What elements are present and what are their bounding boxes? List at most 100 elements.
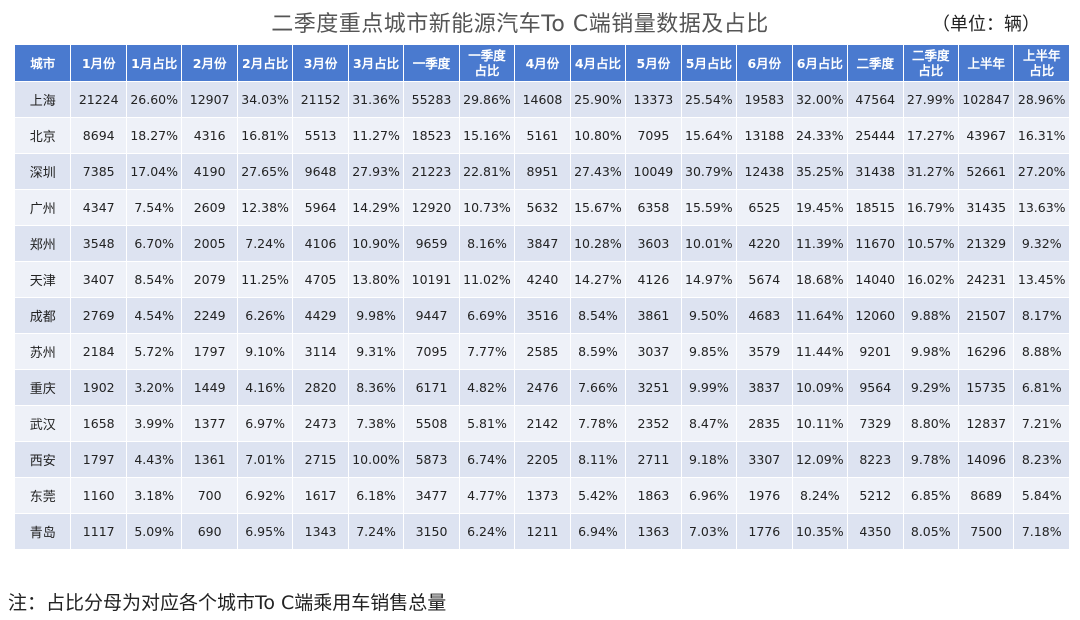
value-cell: 6.26% <box>236 297 294 334</box>
table-row: 东莞 1160 3.18% 700 6.92% 1617 6.18% 3477 4.77% 137… <box>13 477 1070 514</box>
city-cell: 东莞 <box>13 477 72 514</box>
value-cell: 16.31% <box>1013 117 1070 154</box>
value-cell: 16.79% <box>902 189 959 226</box>
column-header: 6月占比 <box>791 44 849 82</box>
value-cell: 102847 <box>957 81 1015 118</box>
value-cell: 2585 <box>514 333 571 370</box>
city-cell: 郑州 <box>13 225 72 262</box>
value-cell: 12060 <box>847 297 904 334</box>
value-cell: 21224 <box>70 81 127 118</box>
value-cell: 4.43% <box>125 441 183 478</box>
value-cell: 6.81% <box>1013 369 1070 406</box>
value-cell: 2005 <box>181 225 238 262</box>
value-cell: 10049 <box>625 153 682 190</box>
value-cell: 15.67% <box>569 189 627 226</box>
table-row: 广州 4347 7.54% 2609 12.38% 5964 14.29% 12920 10.7… <box>13 189 1070 226</box>
value-cell: 34.03% <box>236 81 294 118</box>
value-cell: 3.18% <box>125 477 183 514</box>
value-cell: 4.54% <box>125 297 183 334</box>
value-cell: 2249 <box>181 297 238 334</box>
value-cell: 3548 <box>70 225 127 262</box>
value-cell: 21152 <box>292 81 349 118</box>
value-cell: 14608 <box>514 81 571 118</box>
value-cell: 5674 <box>736 261 793 298</box>
value-cell: 10.01% <box>680 225 738 262</box>
value-cell: 18523 <box>403 117 460 154</box>
value-cell: 7.03% <box>680 513 738 550</box>
value-cell: 2715 <box>292 441 349 478</box>
value-cell: 9.32% <box>1013 225 1070 262</box>
column-header: 4月份 <box>514 44 571 82</box>
value-cell: 7.24% <box>347 513 405 550</box>
value-cell: 1377 <box>181 405 238 442</box>
value-cell: 10.57% <box>902 225 959 262</box>
value-cell: 12.38% <box>236 189 294 226</box>
value-cell: 15735 <box>957 369 1015 406</box>
city-cell: 深圳 <box>13 153 72 190</box>
value-cell: 1863 <box>625 477 682 514</box>
value-cell: 3579 <box>736 333 793 370</box>
value-cell: 14040 <box>847 261 904 298</box>
value-cell: 9.50% <box>680 297 738 334</box>
value-cell: 21223 <box>403 153 460 190</box>
value-cell: 5161 <box>514 117 571 154</box>
table-row: 武汉 1658 3.99% 1377 6.97% 2473 7.38% 5508 5.81% 21… <box>13 405 1070 442</box>
value-cell: 11.44% <box>791 333 849 370</box>
value-cell: 5.09% <box>125 513 183 550</box>
value-cell: 10.73% <box>458 189 516 226</box>
table-header-row: 城市 1月份 1月占比 2月份 2月占比 3月份 3月占比 一季度 一季度 占比 4月份 4月占比 5月… <box>13 44 1070 82</box>
value-cell: 5.84% <box>1013 477 1070 514</box>
value-cell: 1117 <box>70 513 127 550</box>
value-cell: 31435 <box>957 189 1015 226</box>
table-row: 西安 1797 4.43% 1361 7.01% 2715 10.00% 5873 6.74% 2… <box>13 441 1070 478</box>
table-row: 青岛 1117 5.09% 690 6.95% 1343 7.24% 3150 6.24% 121… <box>13 513 1070 550</box>
value-cell: 8.59% <box>569 333 627 370</box>
value-cell: 21329 <box>957 225 1015 262</box>
value-cell: 2711 <box>625 441 682 478</box>
value-cell: 1160 <box>70 477 127 514</box>
value-cell: 4316 <box>181 117 238 154</box>
value-cell: 7095 <box>625 117 682 154</box>
value-cell: 9.98% <box>347 297 405 334</box>
value-cell: 8.05% <box>902 513 959 550</box>
value-cell: 5632 <box>514 189 571 226</box>
value-cell: 27.20% <box>1013 153 1070 190</box>
value-cell: 6.97% <box>236 405 294 442</box>
column-header: 4月占比 <box>569 44 627 82</box>
value-cell: 5.72% <box>125 333 183 370</box>
value-cell: 12438 <box>736 153 793 190</box>
table-row: 北京 8694 18.27% 4316 16.81% 5513 11.27% 18523 15.… <box>13 117 1070 154</box>
value-cell: 1797 <box>70 441 127 478</box>
value-cell: 14096 <box>957 441 1015 478</box>
value-cell: 8.11% <box>569 441 627 478</box>
value-cell: 21507 <box>957 297 1015 334</box>
value-cell: 9.98% <box>902 333 959 370</box>
value-cell: 1373 <box>514 477 571 514</box>
value-cell: 16.02% <box>902 261 959 298</box>
value-cell: 7.18% <box>1013 513 1070 550</box>
value-cell: 26.60% <box>125 81 183 118</box>
value-cell: 7.77% <box>458 333 516 370</box>
value-cell: 6358 <box>625 189 682 226</box>
value-cell: 1211 <box>514 513 571 550</box>
value-cell: 22.81% <box>458 153 516 190</box>
value-cell: 5964 <box>292 189 349 226</box>
value-cell: 1797 <box>181 333 238 370</box>
value-cell: 24.33% <box>791 117 849 154</box>
table-body: 上海 21224 26.60% 12907 34.03% 21152 31.36% 55283… <box>13 81 1070 550</box>
value-cell: 4347 <box>70 189 127 226</box>
column-header: 一季度 <box>403 44 460 82</box>
value-cell: 1617 <box>292 477 349 514</box>
city-cell: 武汉 <box>13 405 72 442</box>
column-header: 2月份 <box>181 44 238 82</box>
table-row: 成都 2769 4.54% 2249 6.26% 4429 9.98% 9447 6.69% 35… <box>13 297 1070 334</box>
value-cell: 7.54% <box>125 189 183 226</box>
value-cell: 6.96% <box>680 477 738 514</box>
value-cell: 3603 <box>625 225 682 262</box>
value-cell: 8.54% <box>569 297 627 334</box>
column-header: 1月份 <box>70 44 127 82</box>
value-cell: 5513 <box>292 117 349 154</box>
city-cell: 苏州 <box>13 333 72 370</box>
value-cell: 4.16% <box>236 369 294 406</box>
value-cell: 32.00% <box>791 81 849 118</box>
